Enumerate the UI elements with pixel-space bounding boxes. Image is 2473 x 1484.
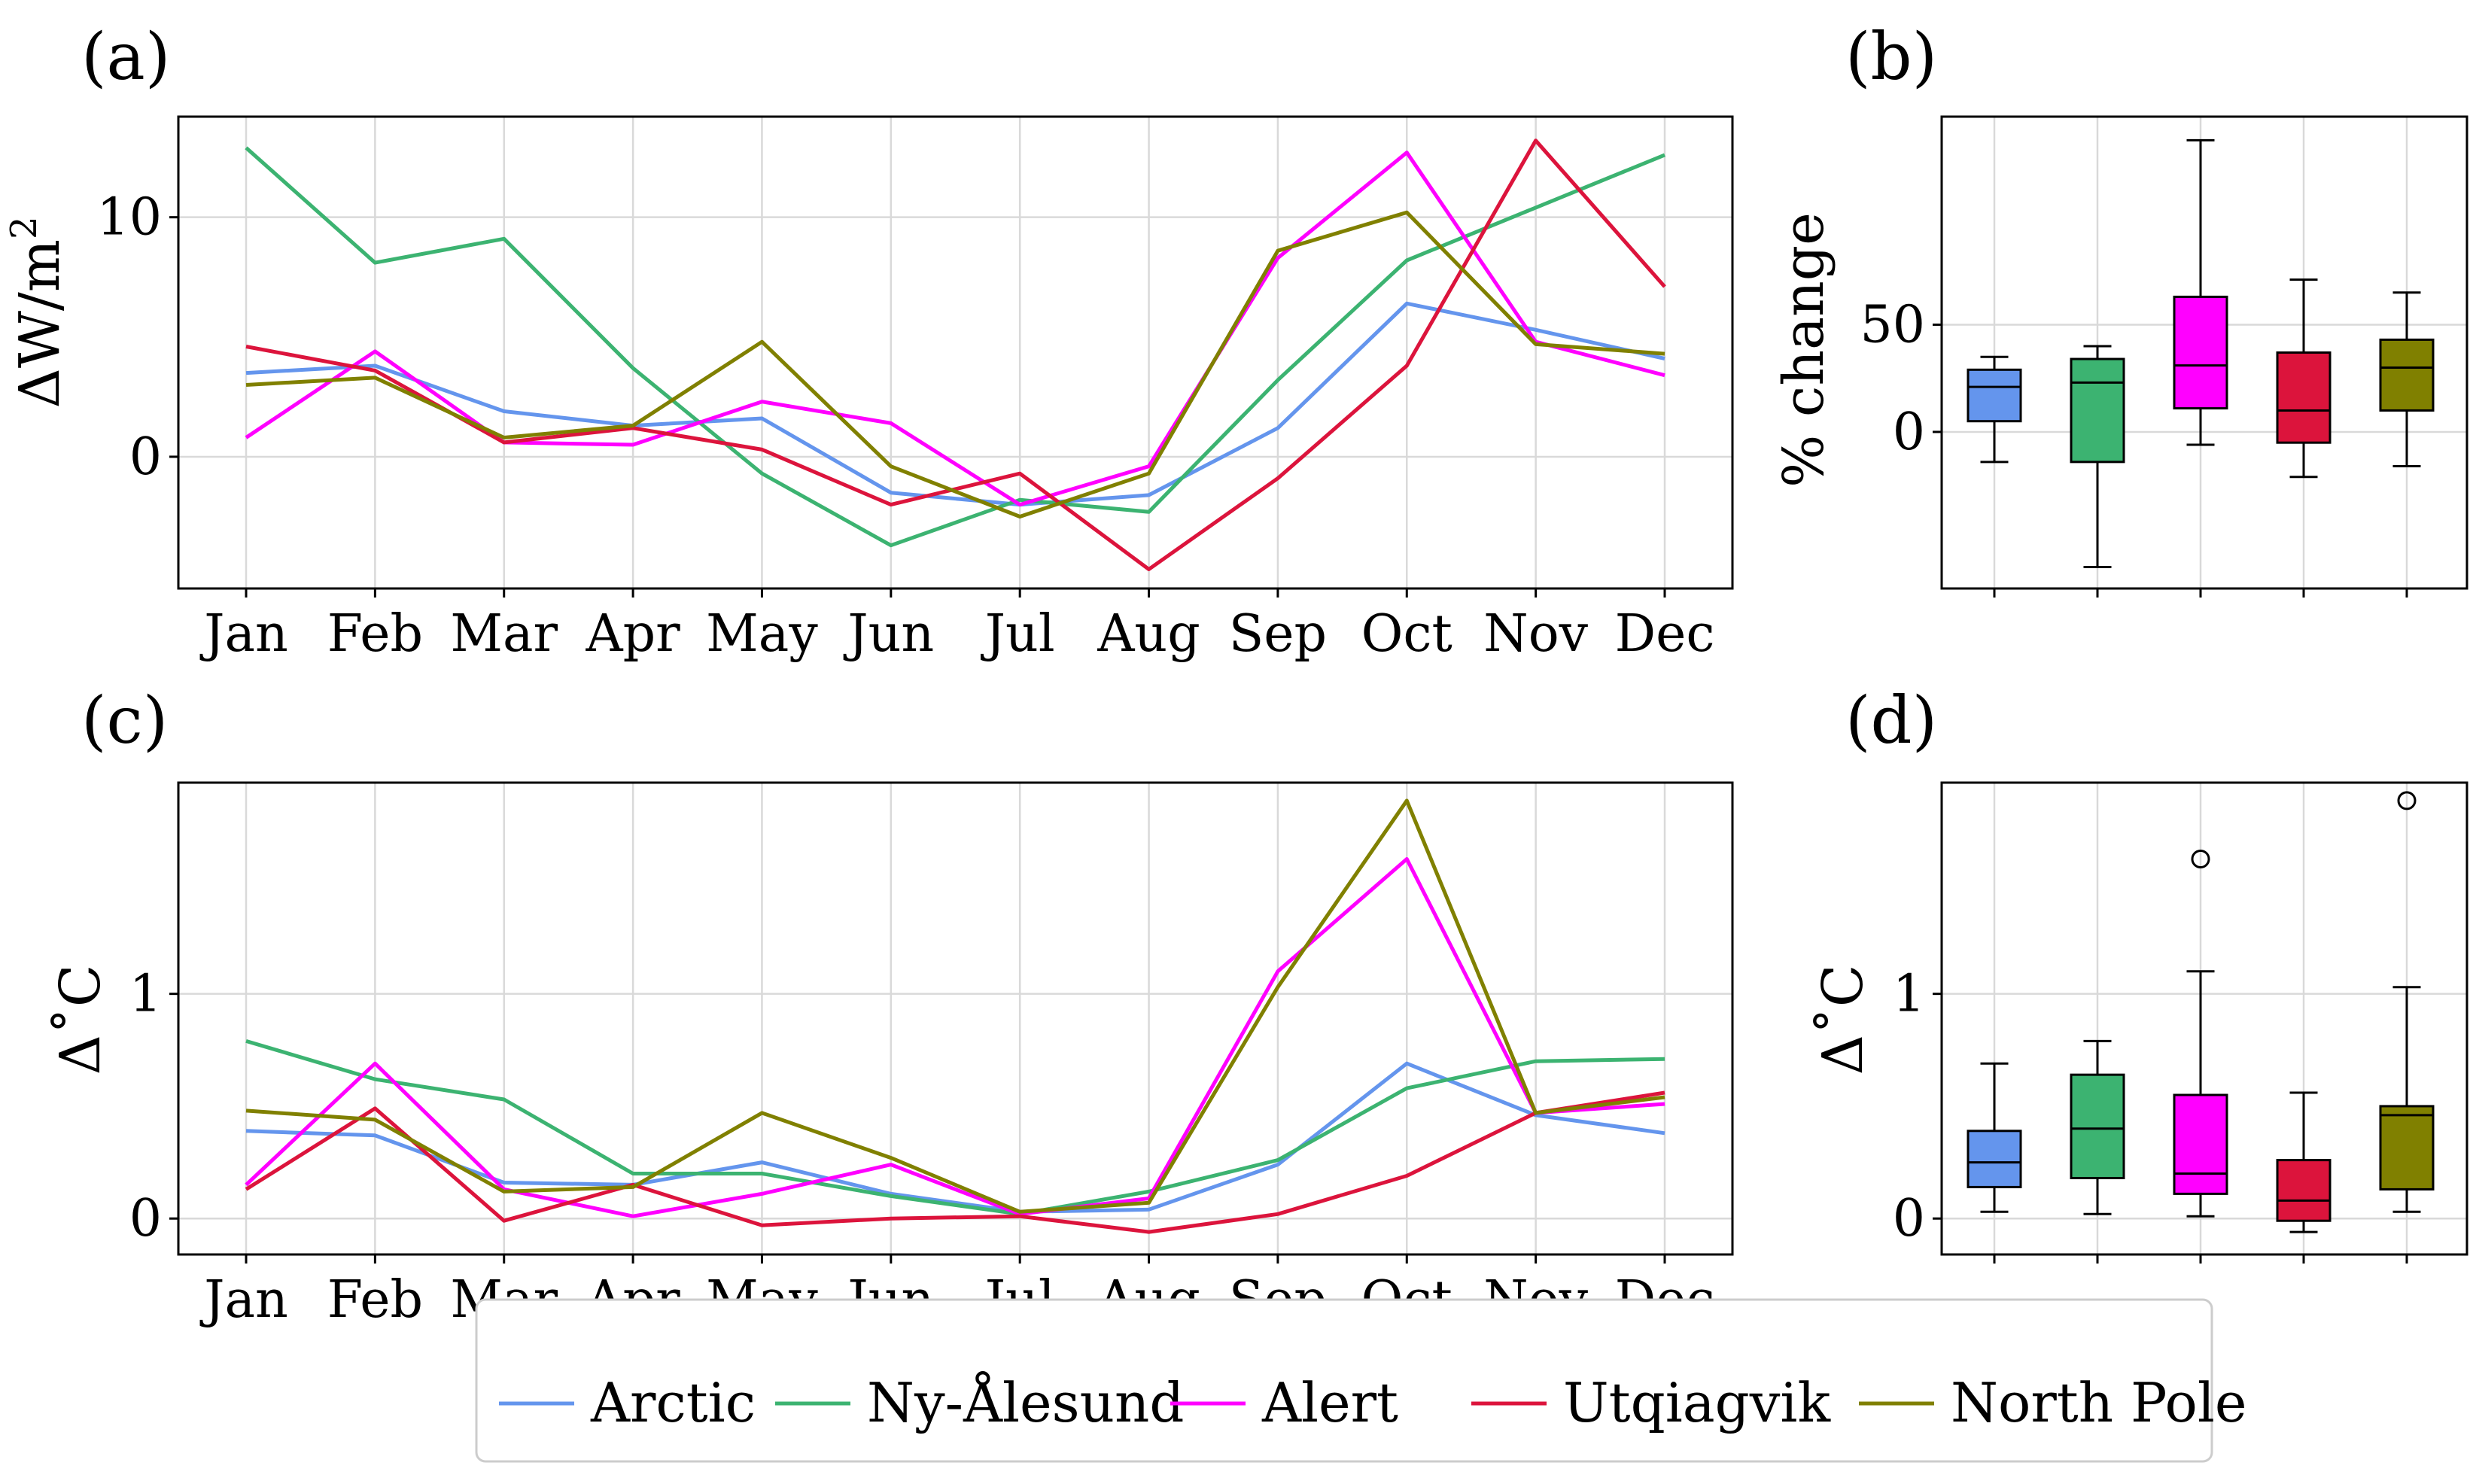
panel-a-xtick-label: Jan — [199, 604, 288, 664]
panel-c-ytick-label: 0 — [129, 1189, 162, 1248]
panel-a-ytick-label: 0 — [129, 427, 162, 487]
panel-label-d: (d) — [1845, 683, 1937, 759]
panel-d-ytick-label: 0 — [1893, 1189, 1925, 1248]
panel-a-xtick-label: Apr — [586, 604, 681, 664]
panel-d-box-alert-outlier — [2191, 850, 2210, 869]
panel-a-xtick-label: May — [706, 604, 818, 664]
panel-d-box-arctic-iqr — [1967, 1130, 2022, 1188]
panel-b-box-utqiagvik-iqr — [2276, 351, 2332, 444]
legend-label-northpole: North Pole — [1951, 1371, 2246, 1434]
ylabel-b: % change — [1772, 212, 1836, 488]
panel-a-frame — [177, 115, 1734, 590]
panel-label-b: (b) — [1845, 20, 1937, 95]
panel-c-xtick-label: Feb — [327, 1270, 423, 1330]
legend-label-alert: Alert — [1261, 1371, 1398, 1434]
panel-c-xtick-label: Jan — [199, 1270, 288, 1330]
panel-c-series-arctic — [245, 1061, 1665, 1214]
ylabel-c: Δ˚C — [48, 964, 113, 1075]
panel-b-frame — [1940, 115, 2468, 590]
panel-b-box-nylesund-iqr — [2070, 357, 2125, 464]
ylabel-a: ΔW/m2 — [3, 216, 72, 408]
panel-b-box-alert-iqr — [2173, 295, 2228, 410]
panel-a-xtick-label: Dec — [1615, 604, 1715, 664]
panel-c-series-nylesund — [245, 1039, 1665, 1216]
panel-d-box-northpole-iqr — [2379, 1105, 2435, 1191]
panel-a-ytick-label: 10 — [96, 188, 162, 248]
panel-a-xtick-label: Jul — [981, 604, 1055, 664]
ylabel-d: Δ˚C — [1811, 964, 1875, 1075]
panel-a-series-northpole — [245, 210, 1665, 518]
panel-b-box-arctic-iqr — [1967, 368, 2022, 423]
panel-a-series-nylesund — [245, 146, 1665, 548]
legend-label-nylesund: Ny-Ålesund — [867, 1370, 1184, 1434]
panel-b-box-northpole-iqr — [2379, 338, 2435, 412]
panel-a-series-arctic — [245, 301, 1665, 507]
panel-a-xtick-label: Nov — [1483, 604, 1588, 664]
panel-c-ytick-label: 1 — [129, 965, 162, 1024]
panel-c-frame — [177, 781, 1734, 1256]
panel-c-series-northpole — [245, 798, 1665, 1214]
panel-a-xtick-label: Mar — [450, 604, 558, 664]
panel-c-series-alert — [245, 857, 1665, 1218]
legend: Arctic Ny-Ålesund Alert Utqiagvik North Pole — [475, 1298, 2246, 1463]
panel-d-box-plot: 01 — [1893, 781, 2468, 1264]
legend-label-utqiagvik: Utqiagvik — [1563, 1371, 1831, 1434]
panel-a-xtick-label: Sep — [1229, 604, 1327, 664]
panel-d-ytick-label: 1 — [1893, 965, 1925, 1024]
panel-d-box-nylesund-iqr — [2070, 1073, 2125, 1179]
panel-d-box-northpole-outlier — [2397, 791, 2417, 810]
panel-label-c: (c) — [81, 683, 168, 759]
panel-a-line-chart: Jan Feb Mar Apr May Jun Jul Aug Sep Oct Nov Dec 0 10 — [96, 115, 1734, 664]
panel-a-series-utqiagvik — [245, 138, 1666, 571]
panel-a-xtick-label: Oct — [1361, 604, 1452, 664]
panel-b-ytick-label: 0 — [1893, 403, 1925, 462]
panel-a-xtick-label: Jun — [843, 604, 934, 664]
panel-b-box-plot: 0 50 — [1860, 115, 2468, 598]
legend-frame — [475, 1298, 2213, 1463]
panel-d-box-utqiagvik-iqr — [2276, 1159, 2332, 1222]
panel-c-series-utqiagvik — [245, 1090, 1665, 1234]
panel-a-xtick-label: Aug — [1097, 604, 1200, 664]
panel-label-a: (a) — [81, 20, 170, 95]
legend-label-arctic: Arctic — [590, 1371, 756, 1434]
panel-d-frame — [1940, 781, 2468, 1256]
panel-d-box-alert-iqr — [2173, 1093, 2228, 1195]
panel-a-xtick-label: Feb — [327, 604, 423, 664]
panel-a-series-alert — [245, 151, 1665, 507]
panel-b-ytick-label: 50 — [1860, 295, 1925, 354]
